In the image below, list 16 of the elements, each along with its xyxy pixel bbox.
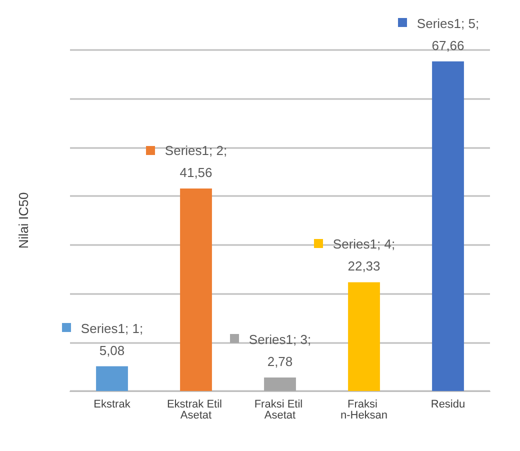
x-tick-label: Fraksi Etil Asetat — [254, 398, 306, 422]
data-label: Series1; 5; 67,66 — [416, 16, 480, 53]
bar — [432, 61, 464, 391]
x-tick-label: Ekstrak Etil Asetat — [166, 398, 226, 422]
y-axis-title: Nilai IC50 — [16, 192, 31, 249]
data-label: Series1; 3; 2,78 — [248, 332, 312, 369]
data-label: Series1; 1; 5,08 — [80, 320, 144, 358]
bar — [96, 366, 128, 391]
bar — [180, 188, 212, 391]
data-label: Series1; 2; 41,56 — [164, 143, 228, 180]
x-tick-label: Ekstrak — [94, 398, 131, 410]
bar — [348, 282, 380, 391]
data-label: Series1; 4; 22,33 — [332, 236, 396, 274]
x-tick-label: Residu — [430, 398, 466, 410]
bar — [264, 377, 296, 391]
x-tick-label: Fraksi n-Heksan — [340, 398, 388, 422]
